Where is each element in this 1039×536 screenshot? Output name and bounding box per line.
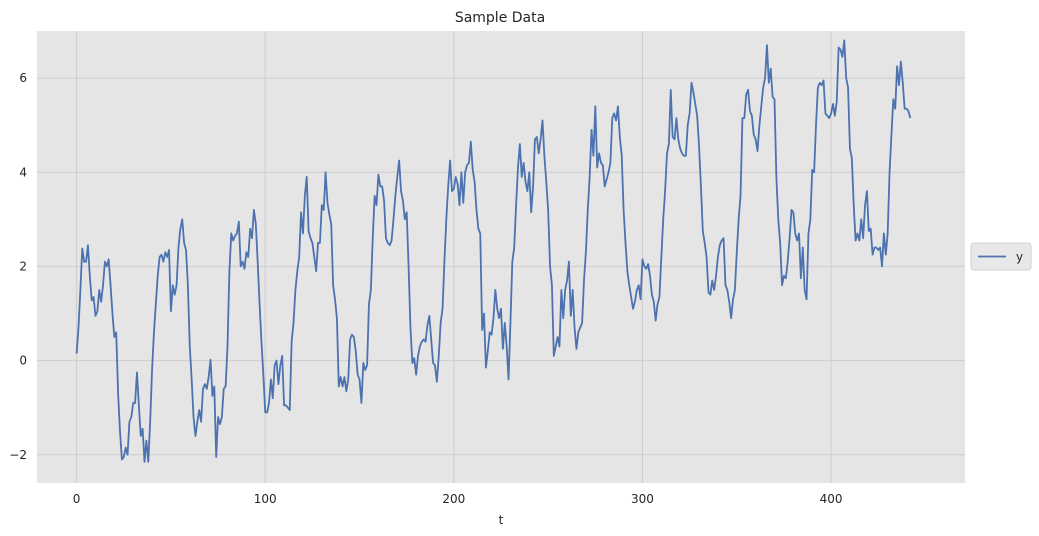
y-tick-label: 0 bbox=[19, 354, 27, 368]
series-line-y bbox=[75, 39, 912, 463]
legend-label-y: y bbox=[1016, 250, 1023, 264]
legend: y bbox=[970, 242, 1032, 271]
y-tick-label: −2 bbox=[9, 448, 27, 462]
y-tick-label: 6 bbox=[19, 71, 27, 85]
chart-title: Sample Data bbox=[455, 10, 545, 26]
y-tick-label: 2 bbox=[19, 259, 27, 273]
x-tick-label: 100 bbox=[254, 492, 277, 506]
x-tick-labels: 0 100 200 300 400 bbox=[73, 492, 843, 506]
x-tick-label: 200 bbox=[442, 492, 465, 506]
x-tick-label: 400 bbox=[820, 492, 843, 506]
y-tick-labels: −2 0 2 4 6 bbox=[9, 71, 27, 462]
x-axis-label: t bbox=[499, 513, 504, 527]
grid-lines bbox=[37, 31, 965, 483]
plot-area bbox=[37, 31, 965, 483]
y-tick-label: 4 bbox=[19, 165, 27, 179]
x-tick-label: 300 bbox=[631, 492, 654, 506]
x-tick-label: 0 bbox=[73, 492, 81, 506]
